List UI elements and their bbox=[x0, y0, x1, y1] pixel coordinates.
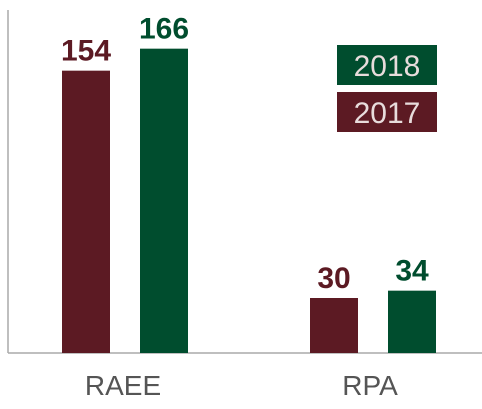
legend-label-2018: 2018 bbox=[354, 50, 421, 83]
value-label-rpa-2017: 30 bbox=[317, 262, 350, 295]
bars bbox=[62, 48, 436, 354]
value-label-raee-2017: 154 bbox=[61, 35, 111, 68]
value-labels: 154 166 30 34 bbox=[61, 13, 429, 295]
category-label-rpa: RPA bbox=[342, 370, 398, 401]
value-label-rpa-2018: 34 bbox=[395, 255, 429, 288]
legend-swatch-2017 bbox=[337, 92, 437, 132]
bar-raee-2018 bbox=[140, 48, 188, 354]
bar-raee-2017 bbox=[62, 70, 110, 354]
bar-rpa-2018 bbox=[388, 290, 436, 353]
category-label-raee: RAEE bbox=[85, 370, 161, 401]
category-labels: RAEE RPA bbox=[85, 370, 398, 401]
legend-swatch-2018 bbox=[337, 45, 437, 85]
bar-rpa-2017 bbox=[310, 298, 358, 353]
legend-label-2017: 2017 bbox=[354, 97, 421, 130]
legend: 2018 2017 bbox=[337, 45, 437, 132]
value-label-raee-2018: 166 bbox=[139, 13, 189, 46]
